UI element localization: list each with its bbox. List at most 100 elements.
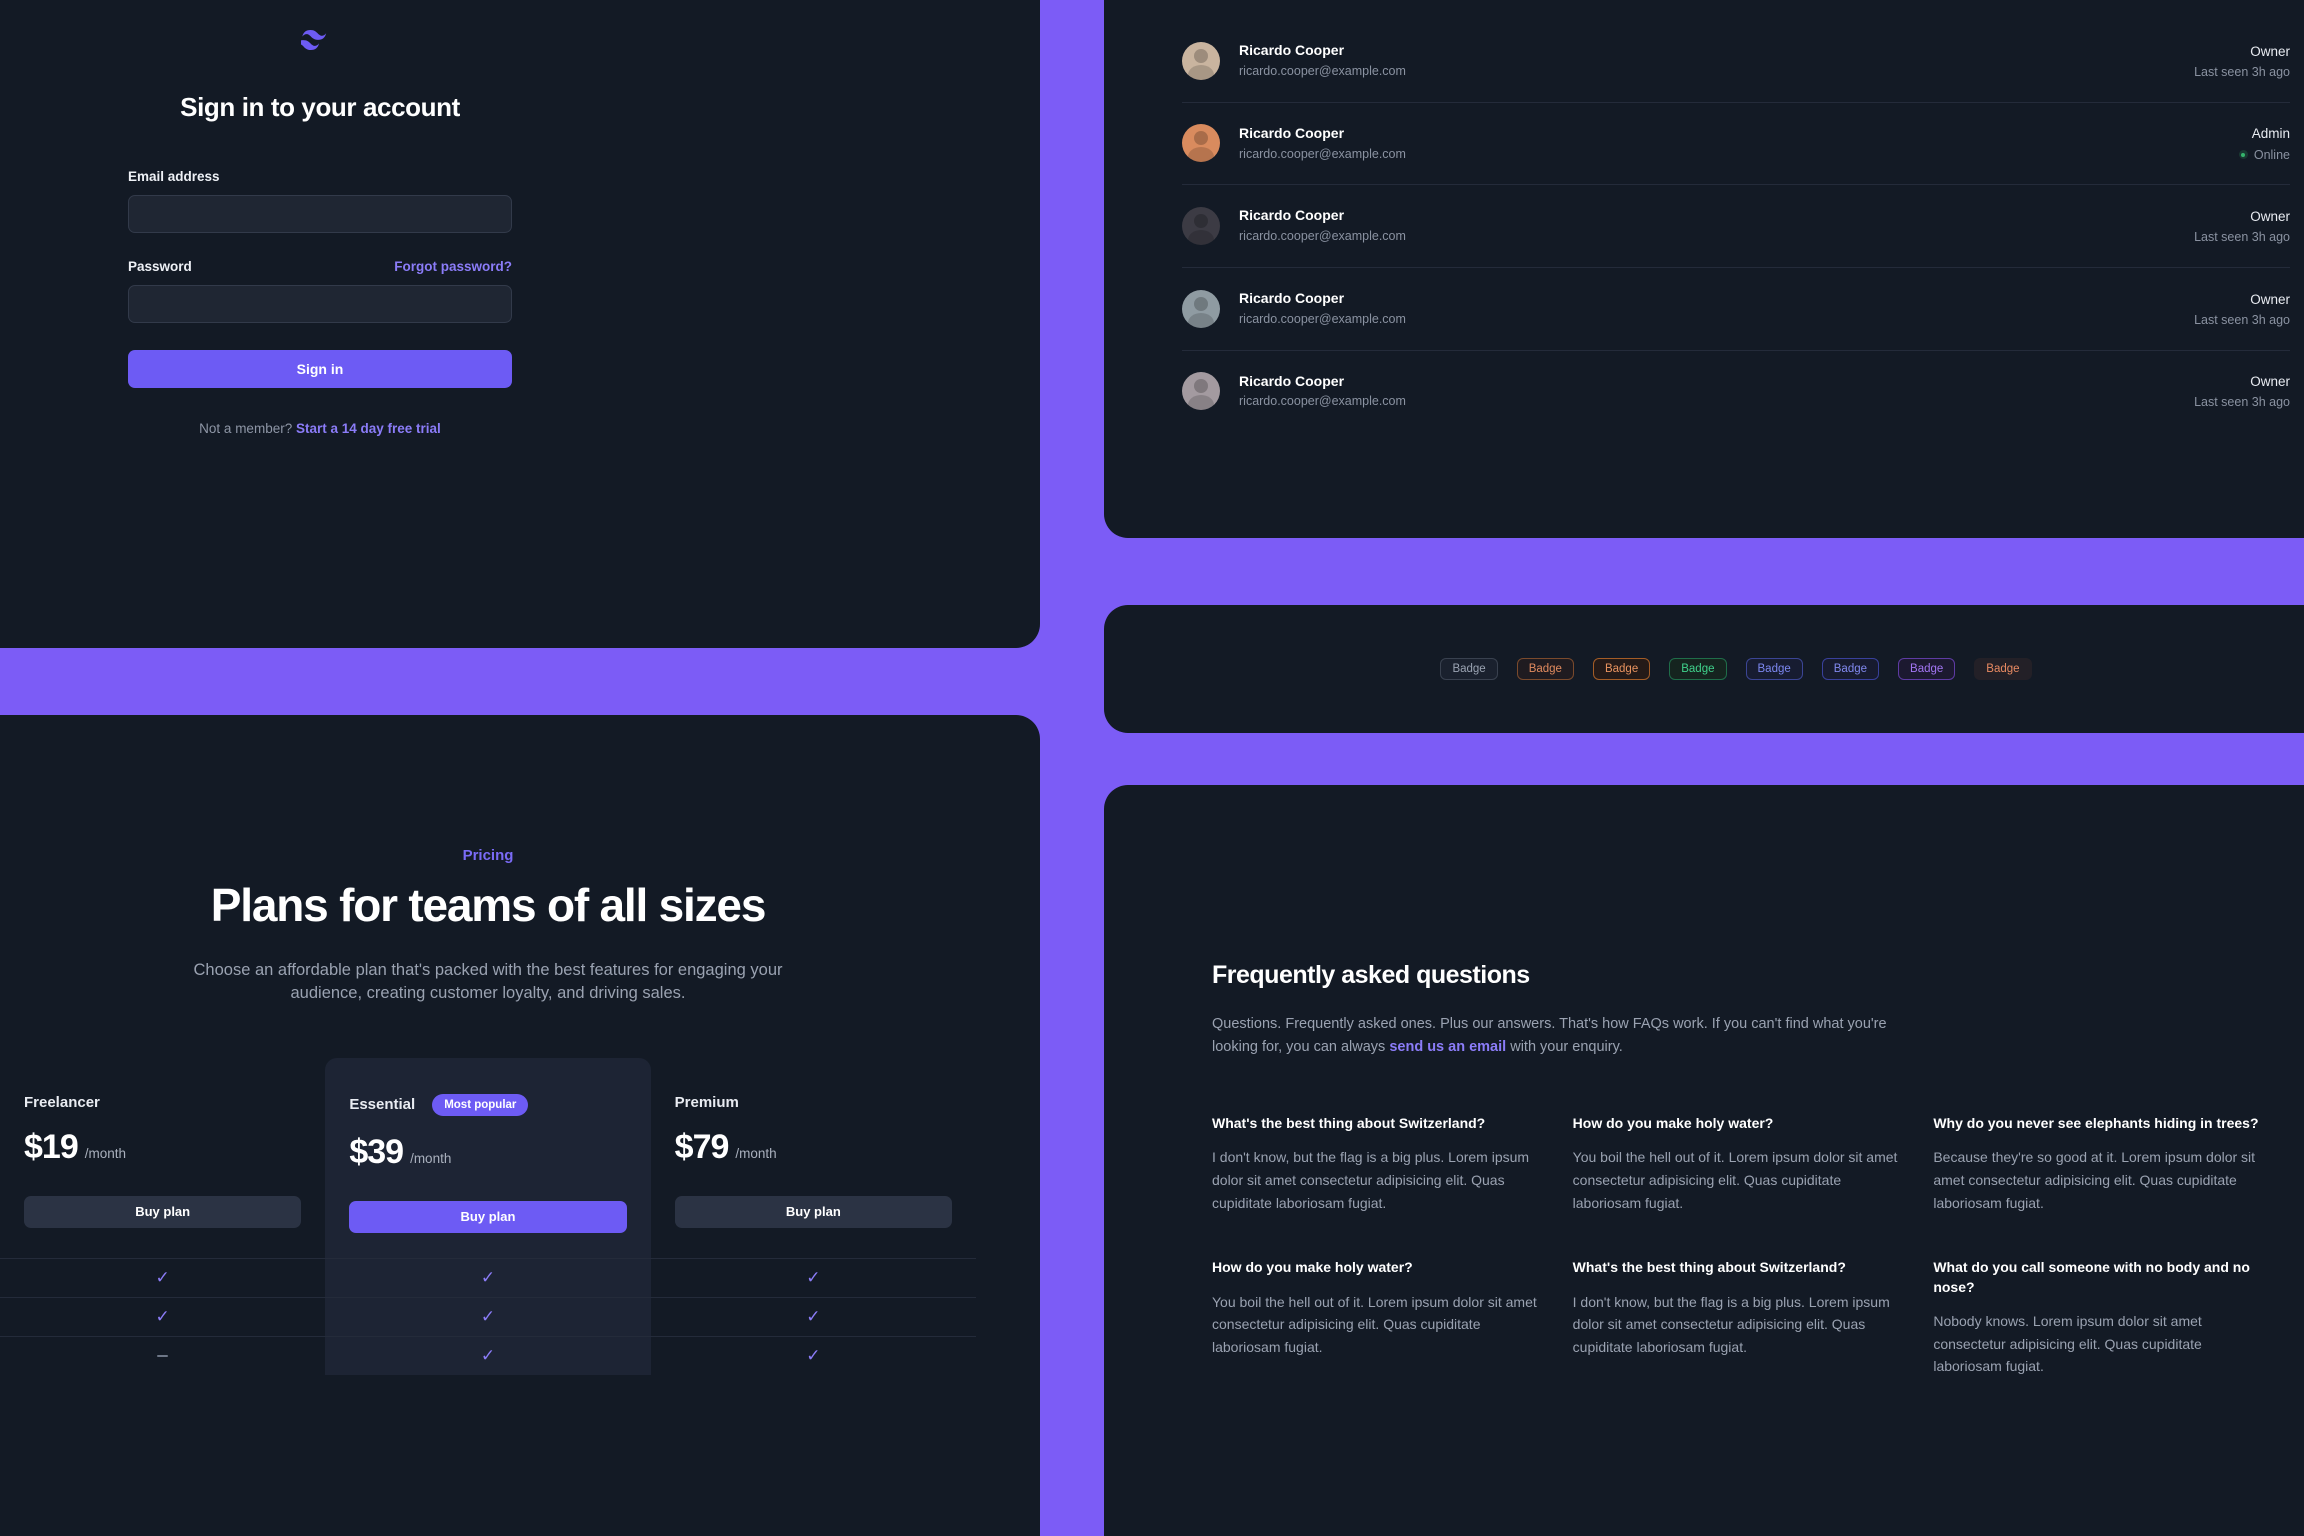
user-role: Owner [2250, 291, 2290, 307]
plan-card: Freelancer $19/month Buy plan [0, 1058, 325, 1258]
logo-wrap [128, 30, 512, 58]
user-status: Last seen 3h ago [2194, 65, 2290, 79]
plan-price-period: /month [410, 1150, 452, 1166]
user-status: Last seen 3h ago [2194, 313, 2290, 327]
pricing-panel: Pricing Plans for teams of all sizes Cho… [0, 715, 1040, 1536]
avatar [1182, 41, 1220, 80]
user-row[interactable]: Ricardo Cooper ricardo.cooper@example.com… [1182, 266, 2290, 350]
faq-intro: Questions. Frequently asked ones. Plus o… [1212, 1013, 1892, 1060]
user-right: Owner Last seen 3h ago [2194, 291, 2290, 327]
sign-in-button[interactable]: Sign in [128, 350, 512, 388]
pricing-eyebrow: Pricing [462, 847, 514, 864]
feature-check-icon: ✓ [325, 1297, 651, 1336]
badge[interactable]: Badge [1898, 658, 1956, 680]
email-input[interactable] [128, 195, 512, 233]
faq-question: How do you make holy water? [1572, 1114, 1774, 1131]
faq-item: How do you make holy water? You boil the … [1212, 1258, 1539, 1378]
badge[interactable]: Badge [1669, 658, 1727, 680]
feature-dash-icon [0, 1337, 325, 1375]
badges-panel: Badge Badge Badge Badge Badge Badge Badge Badge [1104, 605, 2304, 733]
badge[interactable]: Badge [1974, 658, 2032, 680]
user-status-text: Last seen 3h ago [2194, 395, 2290, 410]
user-name: Ricardo Cooper [1239, 207, 1345, 224]
user-row[interactable]: Ricardo Cooper ricardo.cooper@example.com… [1182, 20, 2290, 102]
buy-plan-button[interactable]: Buy plan [349, 1200, 627, 1233]
user-row[interactable]: Ricardo Cooper ricardo.cooper@example.com… [1182, 349, 2290, 433]
faq-question: What's the best thing about Switzerland? [1572, 1259, 1846, 1276]
faq-answer: I don't know, but the flag is a big plus… [1212, 1149, 1530, 1211]
feature-check-icon: ✓ [155, 1307, 170, 1327]
avatar [1182, 372, 1220, 411]
user-email: ricardo.cooper@example.com [1239, 311, 1406, 326]
user-email: ricardo.cooper@example.com [1239, 394, 1406, 409]
badge[interactable]: Badge [1821, 658, 1880, 680]
faq-answer: You boil the hell out of it. Lorem ipsum… [1572, 1149, 1898, 1211]
plan-name: Essential [349, 1096, 416, 1114]
user-name: Ricardo Cooper [1239, 289, 1345, 306]
user-status: Last seen 3h ago [2194, 230, 2290, 244]
tailwind-logo-icon [295, 30, 339, 58]
users-list: Ricardo Cooper ricardo.cooper@example.com… [1182, 0, 2290, 432]
badge[interactable]: Badge [1592, 658, 1651, 680]
user-email: ricardo.cooper@example.com [1239, 146, 1406, 161]
user-right: Admin Online [2238, 125, 2290, 162]
plan-column-premium: Premium $79/month Buy plan [651, 1058, 976, 1258]
feature-check-icon: ✓ [806, 1307, 821, 1327]
plan-price-amount: $79 [674, 1127, 730, 1166]
user-meta: Ricardo Cooper ricardo.cooper@example.com [1239, 41, 2194, 81]
user-right: Owner Last seen 3h ago [2194, 208, 2290, 244]
badge[interactable]: Badge [1745, 658, 1803, 680]
user-row[interactable]: Ricardo Cooper ricardo.cooper@example.com… [1182, 101, 2290, 185]
sign-in-panel: Sign in to your account Email address Pa… [0, 0, 1040, 648]
user-row[interactable]: Ricardo Cooper ricardo.cooper@example.com… [1182, 184, 2290, 267]
feature-check-icon: ✓ [806, 1268, 821, 1288]
plan-name-row: Freelancer [24, 1094, 301, 1111]
pricing-title: Plans for teams of all sizes [210, 879, 767, 931]
user-meta: Ricardo Cooper ricardo.cooper@example.com [1239, 372, 2194, 412]
faq-grid: What's the best thing about Switzerland?… [1212, 1114, 2260, 1378]
send-email-link[interactable]: send us an email [1389, 1039, 1507, 1056]
plan-column-freelancer: Freelancer $19/month Buy plan [0, 1058, 325, 1258]
feature-row: ✓ ✓ ✓ [0, 1257, 976, 1297]
password-label: Password [128, 259, 192, 274]
faq-question: Why do you never see elephants hiding in… [1933, 1114, 2259, 1131]
user-email: ricardo.cooper@example.com [1239, 63, 1406, 78]
user-right: Owner Last seen 3h ago [2194, 373, 2290, 409]
feature-row: ✓ ✓ ✓ [0, 1296, 976, 1336]
buy-plan-button[interactable]: Buy plan [24, 1195, 302, 1228]
faq-panel: Frequently asked questions Questions. Fr… [1104, 785, 2304, 1536]
user-status: Online [2238, 147, 2290, 162]
user-name: Ricardo Cooper [1239, 372, 1345, 389]
user-name: Ricardo Cooper [1239, 124, 1345, 141]
plan-card: Essential Most popular $39/month Buy plan [325, 1057, 651, 1258]
plan-column-essential: Essential Most popular $39/month Buy plan [325, 1057, 651, 1258]
plan-price: $79/month [675, 1128, 952, 1167]
feature-check-icon: ✓ [325, 1258, 651, 1297]
password-input[interactable] [128, 285, 512, 323]
user-status-text: Online [2253, 147, 2290, 162]
forgot-password-link[interactable]: Forgot password? [394, 259, 512, 274]
plan-name-row: Premium [675, 1094, 952, 1111]
pricing-feature-table: ✓ ✓ ✓ ✓ ✓ ✓ ✓ ✓ [0, 1257, 1040, 1375]
free-trial-link[interactable]: Start a 14 day free trial [295, 421, 441, 436]
buy-plan-button[interactable]: Buy plan [674, 1195, 952, 1228]
plan-card: Premium $79/month Buy plan [651, 1058, 976, 1258]
user-name: Ricardo Cooper [1239, 42, 1345, 58]
pricing-plans: Freelancer $19/month Buy plan Essential Most… [0, 1057, 1040, 1258]
badges-row: Badge Badge Badge Badge Badge Badge Badge Badge [1440, 658, 2032, 680]
feature-check-icon: ✓ [806, 1346, 821, 1366]
sign-in-title: Sign in to your account [180, 92, 460, 122]
plan-price-period: /month [84, 1145, 127, 1161]
faq-intro-before: Questions. Frequently asked ones. Plus o… [1212, 1016, 1887, 1056]
user-email: ricardo.cooper@example.com [1239, 229, 1406, 244]
faq-question: What's the best thing about Switzerland? [1212, 1114, 1486, 1131]
user-meta: Ricardo Cooper ricardo.cooper@example.com [1239, 206, 2194, 246]
badge[interactable]: Badge [1516, 658, 1574, 680]
email-label: Email address [128, 169, 220, 184]
plan-name: Premium [674, 1093, 739, 1111]
feature-check-icon: ✓ [325, 1336, 651, 1375]
user-role: Owner [2250, 43, 2290, 59]
badge[interactable]: Badge [1440, 658, 1498, 680]
sign-in-footer: Not a member? Start a 14 day free trial [128, 421, 512, 436]
